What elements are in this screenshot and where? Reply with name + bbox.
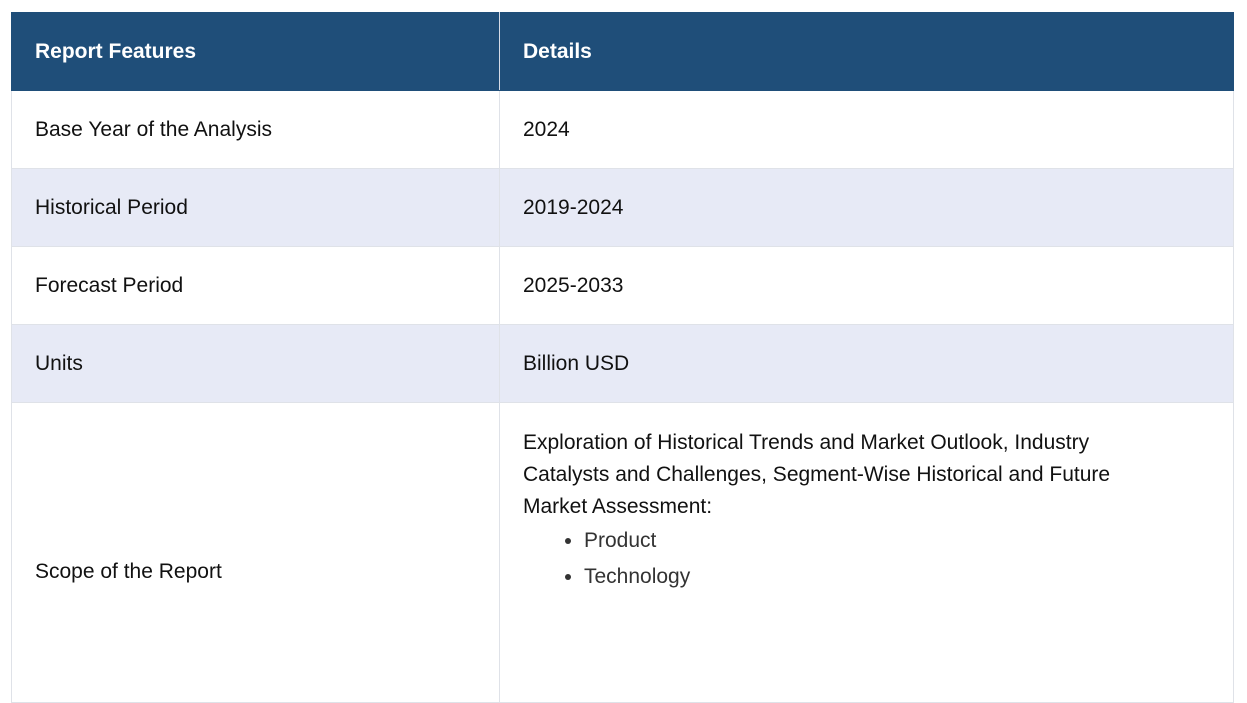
detail-cell: 2024 [499, 90, 1234, 169]
scope-row: Scope of the Report Exploration of Histo… [11, 402, 1234, 703]
feature-cell: Forecast Period [11, 246, 500, 325]
list-item: Technology [584, 559, 1173, 595]
table-row: Forecast Period 2025-2033 [11, 246, 1234, 325]
scope-feature-cell: Scope of the Report [11, 402, 500, 703]
header-report-features: Report Features [11, 12, 500, 91]
feature-cell: Units [11, 324, 500, 403]
table-header-row: Report Features Details [11, 12, 1234, 91]
table-row: Historical Period 2019-2024 [11, 168, 1234, 247]
report-features-table: Report Features Details Base Year of the… [11, 12, 1234, 703]
table-row: Units Billion USD [11, 324, 1234, 403]
scope-description: Exploration of Historical Trends and Mar… [523, 431, 1111, 518]
detail-cell: 2025-2033 [499, 246, 1234, 325]
scope-list: Product Technology [523, 523, 1173, 595]
header-details: Details [499, 12, 1234, 91]
detail-cell: Billion USD [499, 324, 1234, 403]
list-item: Product [584, 523, 1173, 559]
detail-cell: 2019-2024 [499, 168, 1234, 247]
feature-cell: Historical Period [11, 168, 500, 247]
scope-detail-cell: Exploration of Historical Trends and Mar… [499, 402, 1234, 703]
feature-cell: Base Year of the Analysis [11, 90, 500, 169]
table-row: Base Year of the Analysis 2024 [11, 90, 1234, 169]
